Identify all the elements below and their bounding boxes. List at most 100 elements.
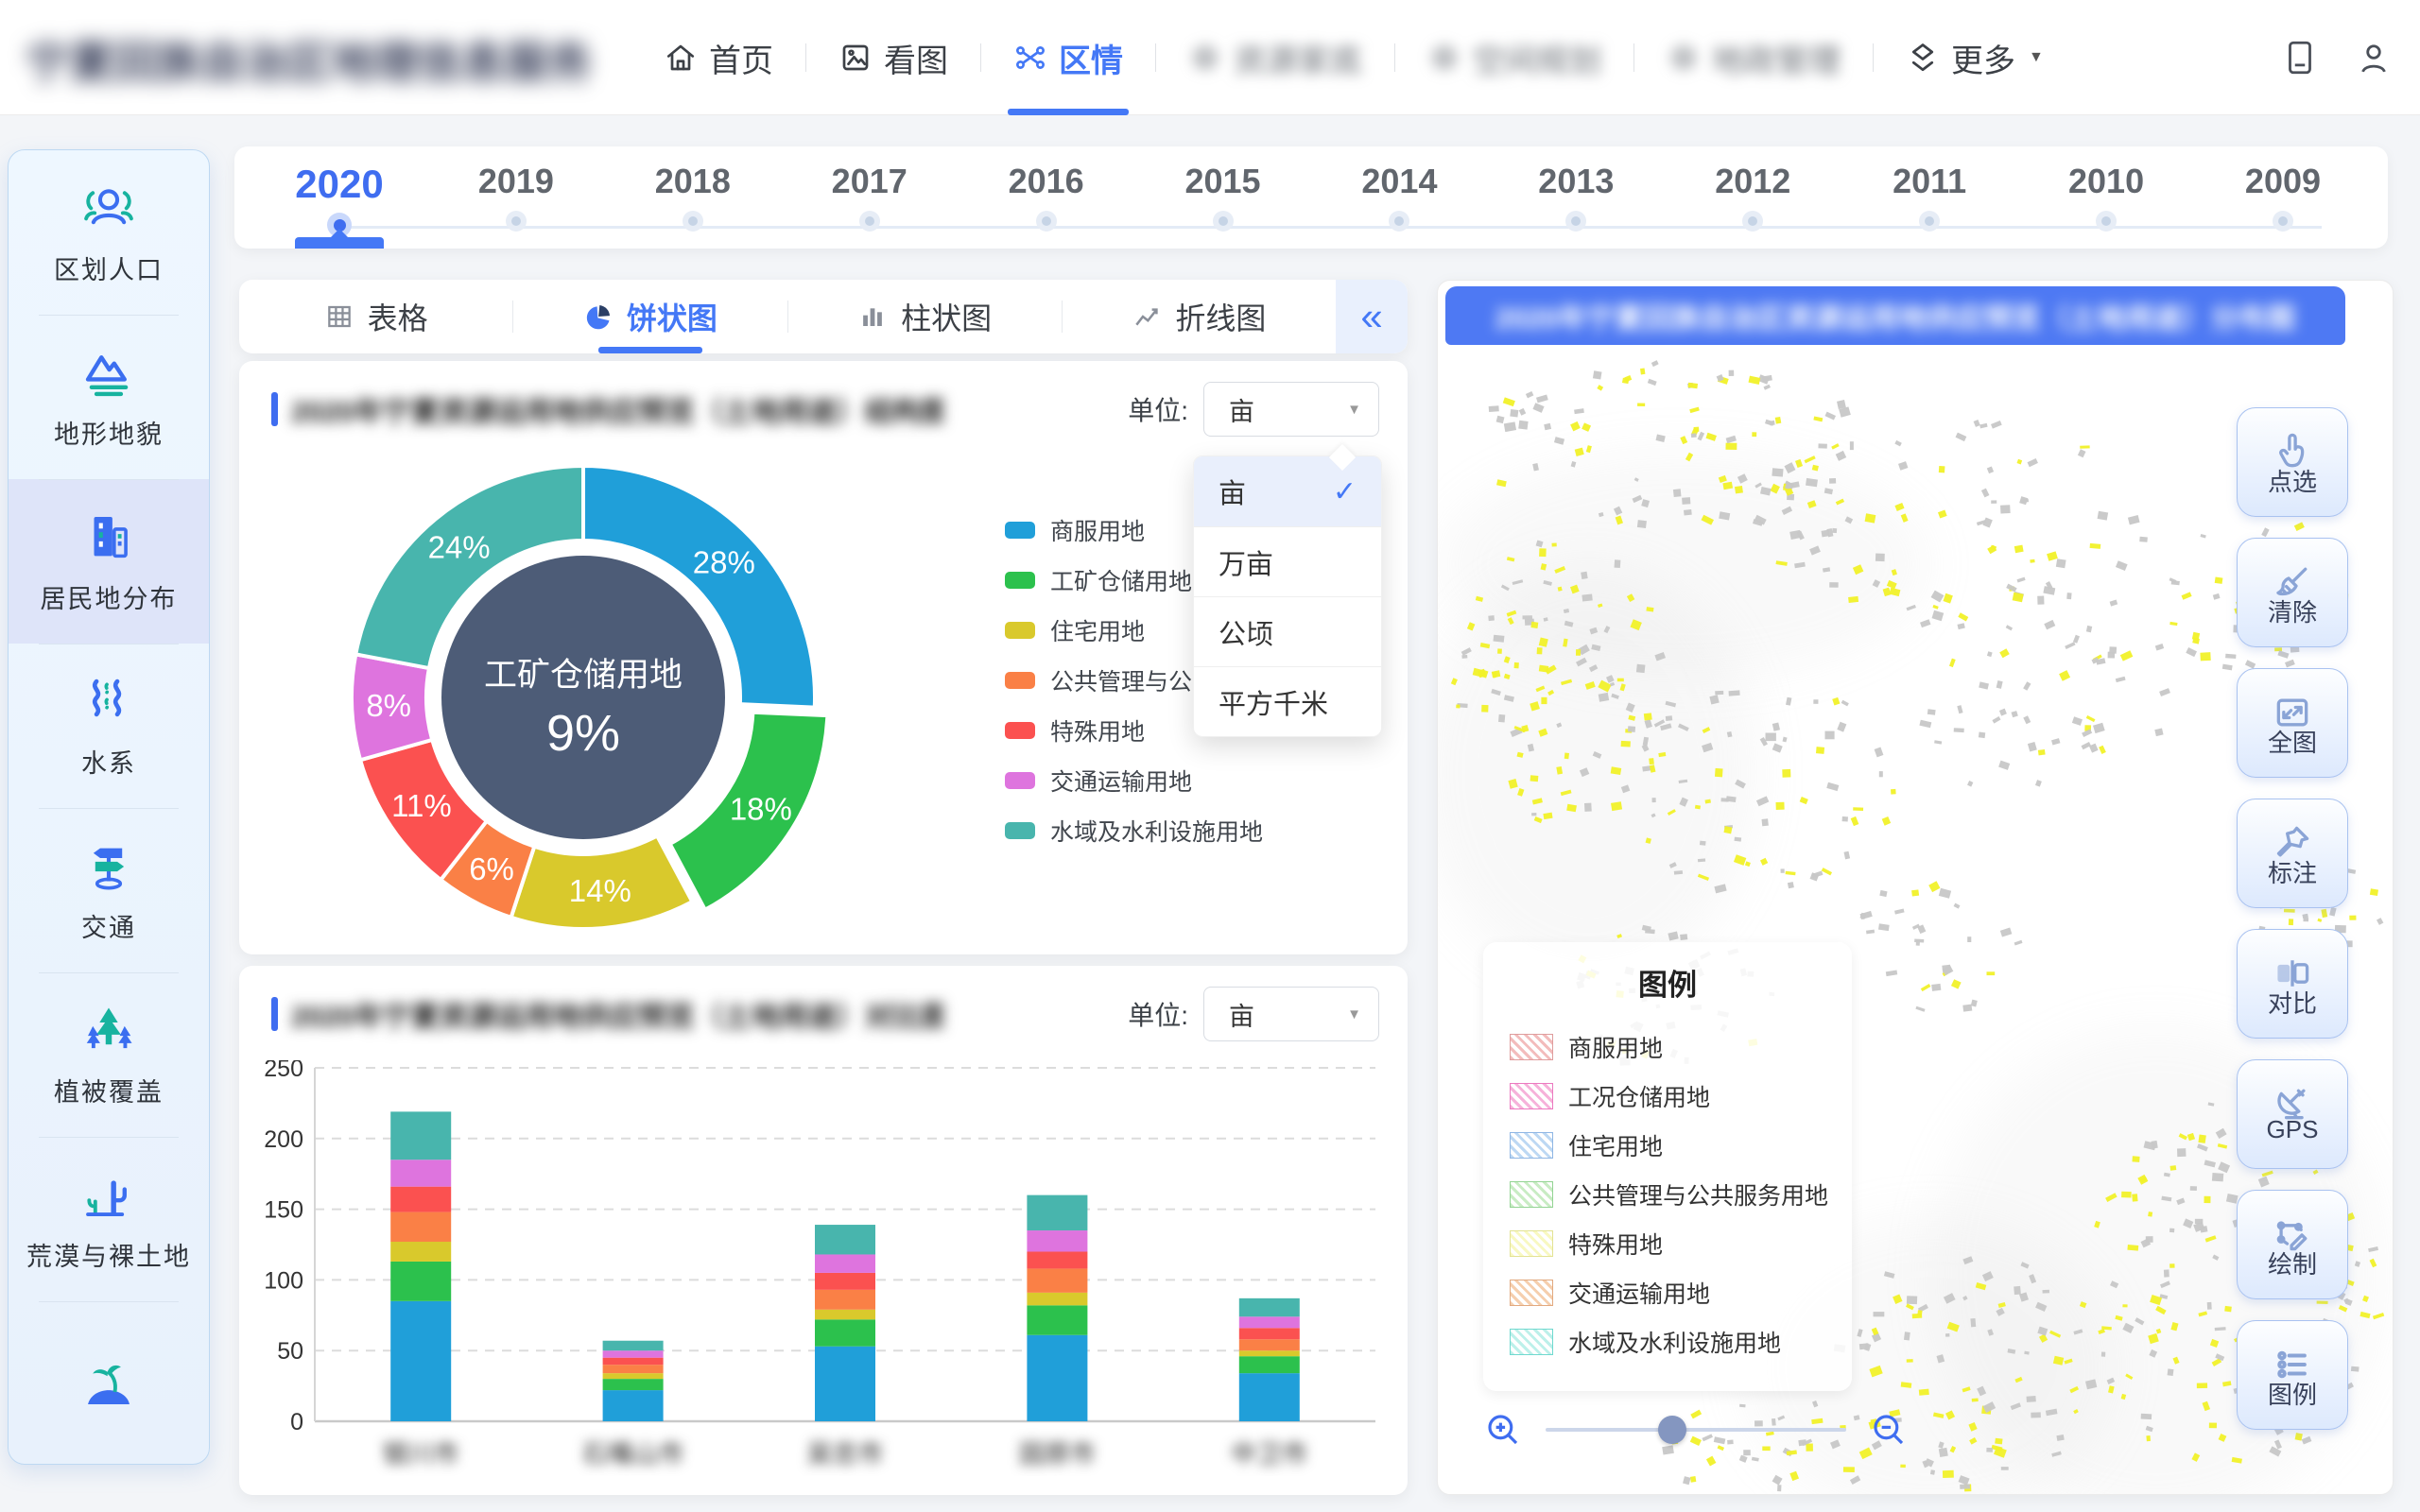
pie-legend-item[interactable]: 特殊用地 bbox=[1005, 705, 1310, 755]
map-tool-label: 绘制 bbox=[2267, 1250, 2317, 1279]
map-tool-gps[interactable]: GPS bbox=[2237, 1059, 2348, 1169]
zoom-slider-handle[interactable] bbox=[1657, 1416, 1686, 1444]
nav-item-home[interactable]: 首页 bbox=[631, 0, 805, 115]
map-panel[interactable]: 2020年宁夏回族自治区资源运用地供应预览（土地用途）分布图 图例 商服用地 工况… bbox=[1437, 280, 2394, 1495]
tab-bar[interactable]: 柱状图 bbox=[788, 280, 1062, 353]
donut-slice bbox=[666, 710, 830, 913]
sidebar-item-label: 地形地貌 bbox=[54, 420, 164, 449]
map-tool-clear[interactable]: 清除 bbox=[2237, 538, 2348, 647]
pie-section-title: 2020年宁夏资源运用地供应预览（土地用途）结构图 bbox=[291, 397, 943, 428]
sidebar-item-label: 荒漠与裸土地 bbox=[26, 1242, 191, 1271]
tab-line[interactable]: 折线图 bbox=[1063, 280, 1336, 353]
map-tool-label: 清除 bbox=[2267, 598, 2317, 627]
map-tool-legend[interactable]: 图例 bbox=[2237, 1320, 2348, 1430]
sidebar-item-traffic[interactable]: 交通 bbox=[9, 808, 209, 972]
map-tool-label: GPS bbox=[2266, 1115, 2319, 1143]
bar-segment bbox=[1027, 1230, 1088, 1252]
user-icon[interactable] bbox=[2354, 38, 2394, 77]
tab-label: 柱状图 bbox=[901, 301, 993, 335]
bar-segment bbox=[815, 1289, 875, 1310]
dropdown-option-亩[interactable]: 亩 ✓ bbox=[1194, 456, 1381, 526]
y-axis-tick: 100 bbox=[264, 1267, 303, 1294]
bar-segment bbox=[1238, 1373, 1300, 1421]
pie-legend-item[interactable]: 住宅用地 bbox=[1005, 605, 1310, 655]
stacked-bar-chart[interactable]: 0 50 100 150 200 250 银川市 石嘴山市 吴忠市 固原市 中卫市 bbox=[260, 1056, 1387, 1481]
chart-type-tabs: 表格 饼状图 柱状图 折线图 « bbox=[239, 280, 1408, 353]
year-dot bbox=[2272, 211, 2293, 232]
zoom-slider-track[interactable] bbox=[1546, 1416, 1846, 1444]
nav-item-district-info[interactable]: 区情 bbox=[981, 0, 1155, 115]
map-legend-label: 工况仓储用地 bbox=[1568, 1085, 1711, 1111]
zoom-out-icon[interactable] bbox=[1869, 1410, 1909, 1450]
donut-center-label: 工矿仓储用地 bbox=[484, 657, 683, 694]
app-logo: 宁夏回族自治区地理信息服务系统 bbox=[26, 38, 594, 87]
tab-pie[interactable]: 饼状图 bbox=[513, 280, 786, 353]
document-icon[interactable] bbox=[2280, 38, 2320, 77]
bar-icon bbox=[857, 301, 888, 332]
list-icon bbox=[2272, 1332, 2313, 1379]
terrain-icon bbox=[79, 344, 138, 403]
table-icon bbox=[324, 301, 354, 332]
unit-select[interactable]: 亩 ▼ bbox=[1203, 987, 1379, 1041]
timeline-year-2018[interactable]: 2018 bbox=[631, 146, 754, 249]
network-icon bbox=[1013, 41, 1047, 75]
pie-legend-item[interactable]: 水域及水利设施用地 bbox=[1005, 805, 1310, 855]
pie-legend-item[interactable]: 交通运输用地 bbox=[1005, 755, 1310, 805]
map-tool-annotate[interactable]: 标注 bbox=[2237, 799, 2348, 908]
timeline-year-2015[interactable]: 2015 bbox=[1162, 146, 1285, 249]
map-tool-draw[interactable]: 绘制 bbox=[2237, 1190, 2348, 1299]
timeline-year-2020[interactable]: 2020 bbox=[278, 146, 401, 249]
nav-item-spatial-planning[interactable]: 空间规划 bbox=[1395, 0, 1634, 115]
collapse-panel-button[interactable]: « bbox=[1336, 280, 1408, 353]
dropdown-option-平方千米[interactable]: 平方千米 bbox=[1194, 666, 1381, 736]
nav-item-label: 更多 bbox=[1951, 43, 2015, 79]
tab-list: 表格 饼状图 柱状图 折线图 bbox=[239, 280, 1336, 353]
donut-chart[interactable]: 28% 18% 14% 6% 11% 8% 24% 工矿仓储用地 9% bbox=[319, 433, 848, 962]
sidebar-item-desert[interactable]: 荒漠与裸土地 bbox=[9, 1137, 209, 1301]
legend-swatch bbox=[1005, 721, 1035, 739]
pie-legend-item[interactable]: 商服用地 bbox=[1005, 505, 1310, 555]
picture-map-icon bbox=[838, 41, 873, 75]
timeline-year-2010[interactable]: 2010 bbox=[2045, 146, 2168, 249]
legend-swatch bbox=[1005, 521, 1035, 539]
x-axis-category: 中卫市 bbox=[1231, 1440, 1307, 1469]
sidebar-item-vegetation[interactable]: 植被覆盖 bbox=[9, 972, 209, 1137]
legend-label: 商服用地 bbox=[1050, 518, 1146, 545]
sidebar-item-label: 水系 bbox=[81, 748, 136, 778]
timeline-year-2017[interactable]: 2017 bbox=[808, 146, 931, 249]
timeline-year-2013[interactable]: 2013 bbox=[1514, 146, 1637, 249]
sidebar-item-island[interactable] bbox=[9, 1301, 209, 1464]
timeline-year-2009[interactable]: 2009 bbox=[2221, 146, 2344, 249]
nav-item-view-map[interactable]: 看图 bbox=[806, 0, 980, 115]
map-legend-swatch bbox=[1510, 1280, 1553, 1306]
timeline-year-2016[interactable]: 2016 bbox=[985, 146, 1108, 249]
sidebar-item-district-population[interactable]: 区划人口 bbox=[9, 150, 209, 315]
bar-segment bbox=[602, 1340, 664, 1351]
trees-icon bbox=[79, 1002, 138, 1060]
year-dot bbox=[682, 211, 703, 232]
timeline-year-2019[interactable]: 2019 bbox=[455, 146, 578, 249]
map-tool-point-select[interactable]: 点选 bbox=[2237, 407, 2348, 517]
timeline-years: 2020 2019 2018 2017 2016 2015 2014 2013 2012 2011… bbox=[278, 146, 2344, 249]
map-tool-full-extent[interactable]: 全图 bbox=[2237, 668, 2348, 778]
zoom-in-icon[interactable] bbox=[1483, 1410, 1523, 1450]
pie-legend-item[interactable]: 工矿仓储用地 bbox=[1005, 555, 1310, 605]
nav-item-land-admin[interactable]: 地政管理 bbox=[1634, 0, 1873, 115]
timeline-year-2014[interactable]: 2014 bbox=[1338, 146, 1461, 249]
legend-swatch bbox=[1005, 821, 1035, 839]
tab-table[interactable]: 表格 bbox=[239, 280, 512, 353]
nav-item-more[interactable]: 更多 ▼ bbox=[1874, 0, 2076, 115]
draw-icon bbox=[2272, 1202, 2313, 1251]
unit-label: 单位: bbox=[1128, 396, 1188, 425]
sidebar-item-water-system[interactable]: 水系 bbox=[9, 644, 209, 808]
unit-select[interactable]: 亩 ▼ bbox=[1203, 382, 1379, 437]
sidebar-item-residential-distribution[interactable]: 居民地分布 bbox=[9, 479, 209, 644]
sidebar-item-terrain[interactable]: 地形地貌 bbox=[9, 315, 209, 479]
year-label: 2017 bbox=[831, 162, 908, 200]
dropdown-option-万亩[interactable]: 万亩 bbox=[1194, 526, 1381, 596]
map-tool-compare[interactable]: 对比 bbox=[2237, 929, 2348, 1039]
timeline-year-2012[interactable]: 2012 bbox=[1691, 146, 1814, 249]
nav-item-resource-assets[interactable]: 资源家底 bbox=[1156, 0, 1394, 115]
dropdown-option-公顷[interactable]: 公顷 bbox=[1194, 596, 1381, 666]
timeline-year-2011[interactable]: 2011 bbox=[1868, 146, 1991, 249]
